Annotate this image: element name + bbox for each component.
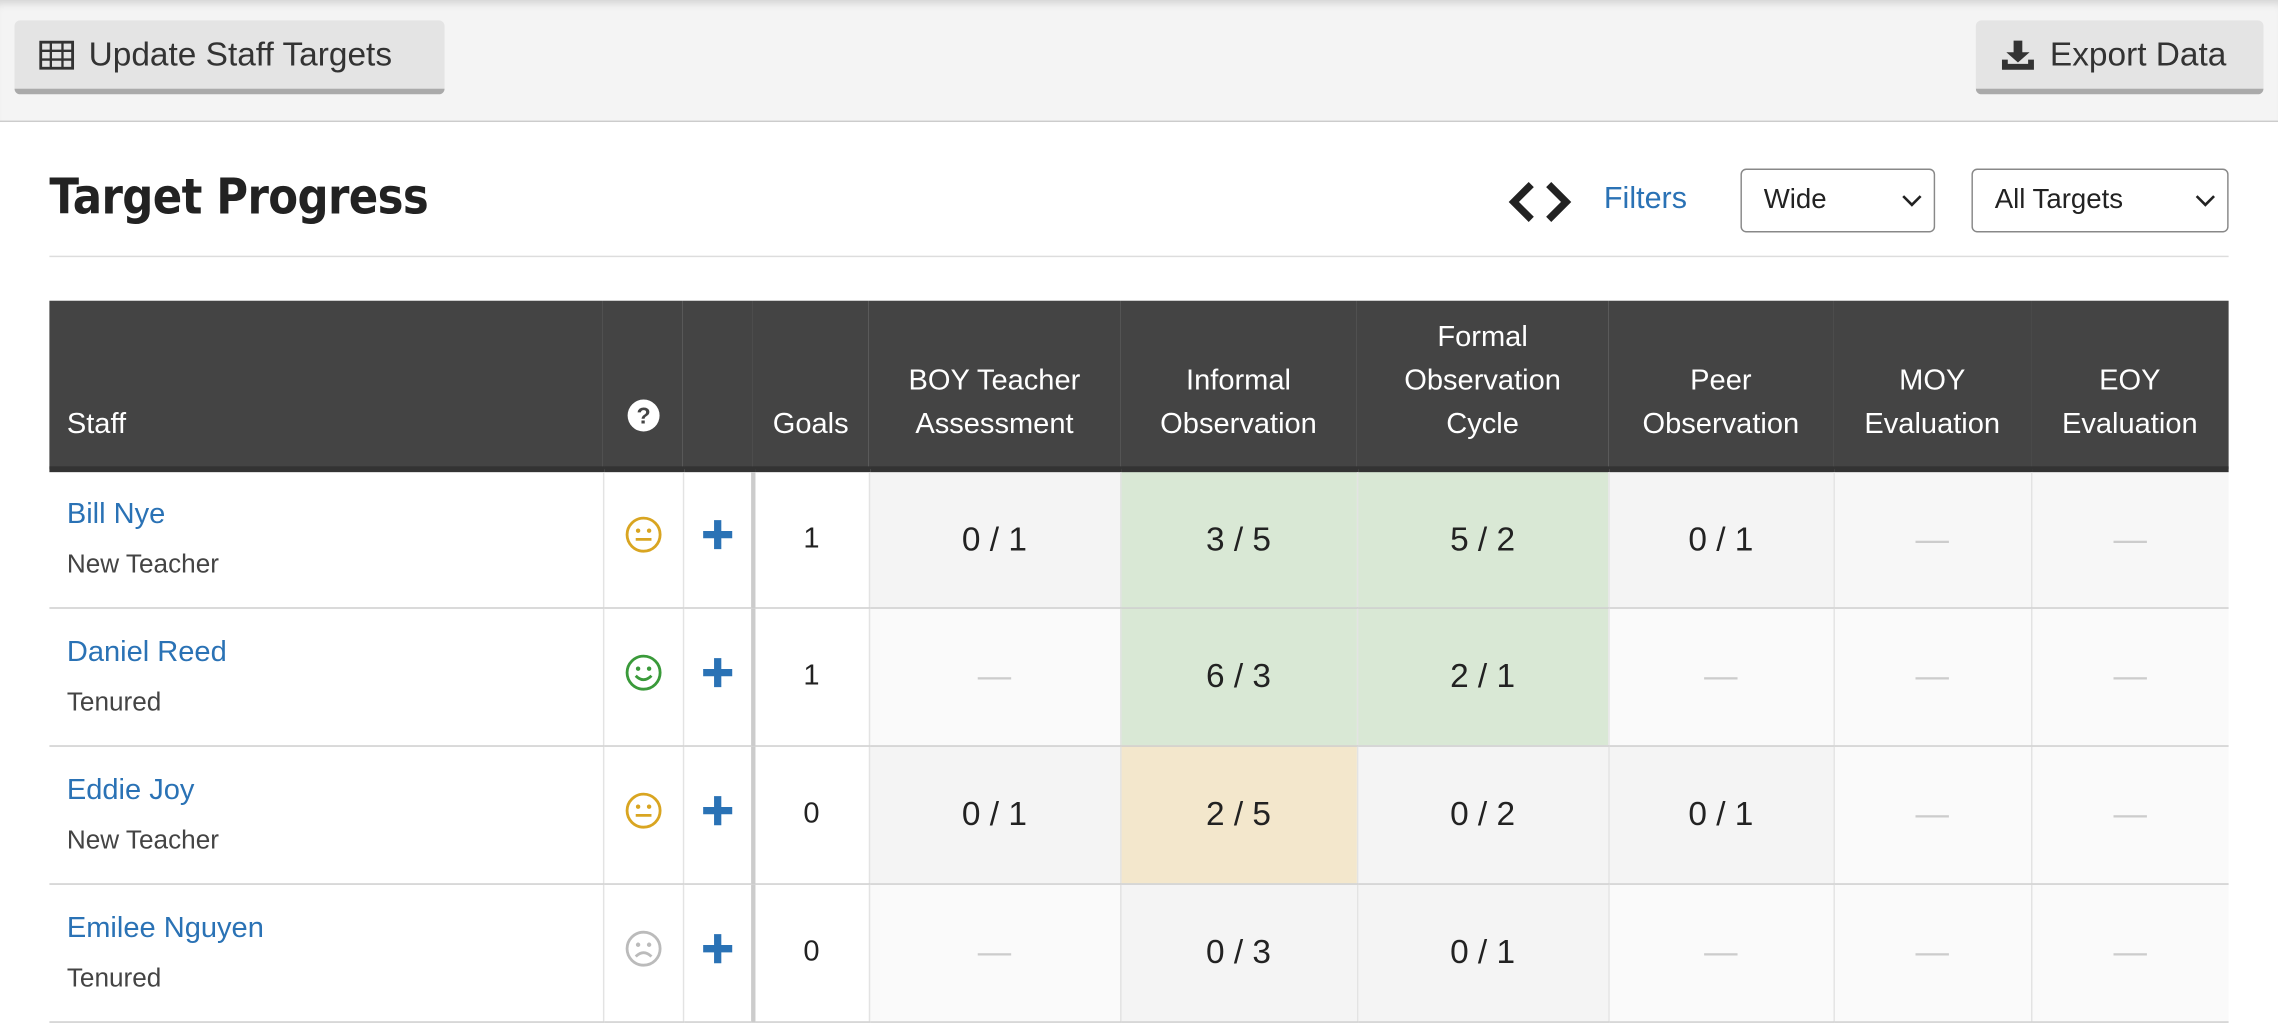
collapse-toggle[interactable] <box>1505 180 1575 224</box>
progress-cell: 0 / 2 <box>1356 745 1609 885</box>
column-header: EOY Evaluation <box>2031 300 2229 473</box>
table-icon <box>39 39 75 70</box>
progress-cell: 0 / 1 <box>868 745 1121 885</box>
divider <box>49 255 2229 258</box>
button-label: Update Staff Targets <box>88 34 393 73</box>
progress-table: Staff? Goals BOY Teacher Assessment Informa… <box>49 300 2229 1023</box>
add-button[interactable] <box>701 656 733 688</box>
progress-cell: — <box>1607 883 1834 1023</box>
progress-cell: — <box>868 607 1121 747</box>
staff-cell: Emilee Nguyen Tenured <box>49 883 603 1023</box>
column-header: Goals <box>752 300 869 473</box>
column-header: Formal Observation Cycle <box>1356 300 1609 473</box>
progress-cell: — <box>1832 469 2032 609</box>
goals-cell: 1 <box>750 469 869 609</box>
progress-cell: 0 / 1 <box>868 469 1121 609</box>
goals-cell: 1 <box>750 607 869 747</box>
add-cell <box>682 607 753 747</box>
progress-cell: 2 / 5 <box>1119 745 1357 885</box>
add-button[interactable] <box>701 519 733 551</box>
status-cell <box>602 469 683 609</box>
add-cell <box>682 883 753 1023</box>
progress-cell: — <box>1832 883 2032 1023</box>
progress-cell: 3 / 5 <box>1119 469 1357 609</box>
staff-name[interactable]: Bill Nye <box>66 498 166 531</box>
export-button[interactable]: Export Data <box>1975 20 2264 95</box>
caret <box>1902 195 1922 207</box>
staff-cell: Eddie Joy New Teacher <box>49 745 603 885</box>
targets-select[interactable]: All Targets <box>1971 168 2229 233</box>
progress-cell: 0 / 3 <box>1119 883 1357 1023</box>
progress-cell: 2 / 1 <box>1356 607 1609 747</box>
progress-cell: — <box>2030 607 2229 747</box>
add-cell <box>682 745 753 885</box>
status-face <box>624 653 661 690</box>
column-header: MOY Evaluation <box>1833 300 2032 473</box>
staff-name[interactable]: Eddie Joy <box>66 773 195 806</box>
column-header: Informal Observation <box>1120 300 1357 473</box>
staff-role: Tenured <box>66 962 162 992</box>
help-header: ? <box>602 300 683 473</box>
status-cell <box>602 883 683 1023</box>
status-face <box>624 517 661 553</box>
goals-cell: 0 <box>750 745 869 885</box>
status-face <box>624 791 661 828</box>
status-cell <box>602 607 683 747</box>
staff-name[interactable]: Daniel Reed <box>66 635 227 668</box>
header-row: Staff? Goals BOY Teacher Assessment Informa… <box>49 300 2229 473</box>
button-label: Export Data <box>2049 34 2227 73</box>
progress-cell: — <box>2030 469 2229 609</box>
status-cell <box>602 745 683 885</box>
progress-cell: — <box>2030 883 2229 1023</box>
add-button[interactable] <box>701 794 733 826</box>
column-header: Peer Observation <box>1608 300 1834 473</box>
staff-role: New Teacher <box>66 824 219 854</box>
progress-cell: — <box>868 883 1121 1023</box>
update-targets-button[interactable]: Update Staff Targets <box>14 20 445 95</box>
select-value: Wide <box>1763 184 1827 216</box>
progress-cell: — <box>1607 607 1834 747</box>
filters-link[interactable]: Filters <box>1603 181 1687 216</box>
progress-cell: — <box>1832 607 2032 747</box>
column-header: BOY Teacher Assessment <box>868 300 1121 473</box>
progress-cell: 0 / 1 <box>1607 469 1834 609</box>
staff-cell: Daniel Reed Tenured <box>49 607 603 747</box>
progress-cell: 0 / 1 <box>1356 883 1609 1023</box>
progress-cell: — <box>2030 745 2229 885</box>
select-value: All Targets <box>1994 184 2124 216</box>
svg-text:?: ? <box>636 402 650 428</box>
caret <box>2195 195 2216 207</box>
progress-cell: 0 / 1 <box>1607 745 1834 885</box>
toolbar: Update Staff Targets Export Data <box>0 0 2278 123</box>
add-button[interactable] <box>701 932 733 964</box>
staff-name[interactable]: Emilee Nguyen <box>66 911 264 944</box>
add-cell <box>682 469 753 609</box>
staff-cell: Bill Nye New Teacher <box>49 469 603 609</box>
progress-cell: 5 / 2 <box>1356 469 1609 609</box>
blank-header <box>682 300 753 473</box>
view-select[interactable]: Wide <box>1740 168 1936 233</box>
column-header: Staff <box>49 300 603 473</box>
page-title: Target Progress <box>49 168 429 227</box>
staff-role: Tenured <box>66 686 162 716</box>
staff-role: New Teacher <box>66 549 219 579</box>
progress-cell: 6 / 3 <box>1119 607 1357 747</box>
progress-cell: — <box>1832 745 2032 885</box>
status-face <box>624 930 661 966</box>
help-icon[interactable]: ? <box>625 398 660 433</box>
download-icon <box>2001 39 2034 70</box>
goals-cell: 0 <box>750 883 869 1023</box>
